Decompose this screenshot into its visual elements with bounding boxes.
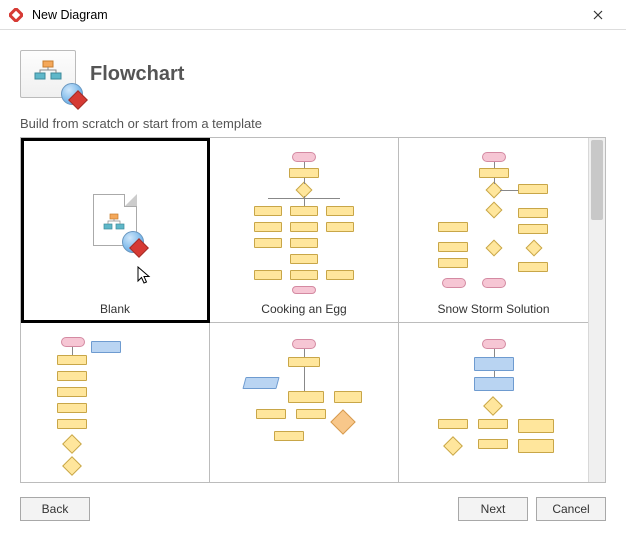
template-item[interactable] <box>399 323 588 482</box>
cancel-button[interactable]: Cancel <box>536 497 606 521</box>
scrollbar[interactable] <box>588 138 605 482</box>
template-preview <box>21 323 209 482</box>
template-label: Blank <box>100 302 130 322</box>
template-preview <box>210 138 398 302</box>
template-item[interactable] <box>210 323 399 482</box>
template-grid-container: Blank <box>20 137 606 483</box>
template-label: Snow Storm Solution <box>437 302 549 322</box>
window-title: New Diagram <box>32 8 108 22</box>
category-title: Flowchart <box>90 63 184 86</box>
close-button[interactable] <box>578 1 618 29</box>
template-grid: Blank <box>21 138 588 482</box>
back-button[interactable]: Back <box>20 497 90 521</box>
header: Flowchart <box>20 50 606 98</box>
template-snow-storm[interactable]: Snow Storm Solution <box>399 138 588 323</box>
template-preview <box>210 323 398 482</box>
dialog-content: Flowchart Build from scratch or start fr… <box>0 30 626 533</box>
titlebar: New Diagram <box>0 0 626 30</box>
blank-file-icon <box>93 194 137 246</box>
template-preview <box>399 323 588 482</box>
button-bar: Back Next Cancel <box>20 483 606 521</box>
template-preview <box>399 138 588 302</box>
template-preview <box>21 138 209 302</box>
template-cooking-egg[interactable]: Cooking an Egg <box>210 138 399 323</box>
template-blank[interactable]: Blank <box>21 138 210 323</box>
template-item[interactable] <box>21 323 210 482</box>
category-icon <box>20 50 76 98</box>
template-label: Cooking an Egg <box>261 302 346 322</box>
scrollbar-thumb[interactable] <box>591 140 603 220</box>
next-button[interactable]: Next <box>458 497 528 521</box>
app-icon <box>8 7 24 23</box>
subtitle: Build from scratch or start from a templ… <box>20 116 606 131</box>
